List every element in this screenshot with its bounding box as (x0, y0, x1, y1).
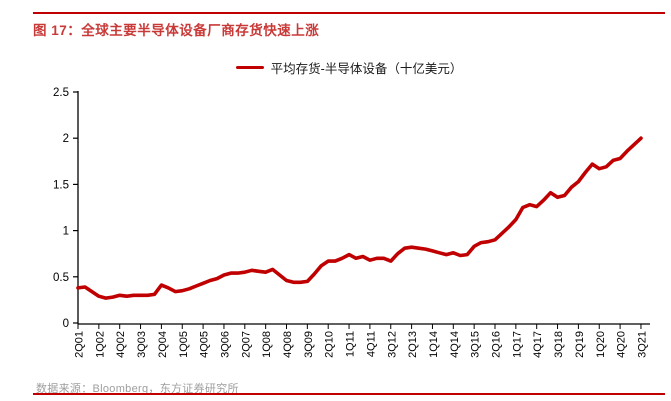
x-tick-label: 1Q08 (261, 331, 273, 358)
y-tick-label: 2.5 (53, 87, 69, 99)
data-source-note: 数据来源：Bloomberg，东方证券研究所 (36, 383, 239, 395)
figure-bottom-rule (33, 393, 665, 395)
x-tick-label: 3Q12 (386, 331, 398, 358)
x-tick-label: 1Q14 (428, 331, 440, 358)
y-tick-label: 0.5 (53, 272, 69, 284)
series-line-avg-inventory (76, 136, 643, 300)
y-tick-label: 1 (63, 226, 69, 238)
x-tick-label: 1Q02 (94, 331, 106, 358)
x-tick-label: 4Q14 (449, 331, 461, 358)
x-tick-label: 3Q15 (470, 331, 482, 358)
x-tick-label: 1Q05 (178, 331, 190, 358)
x-tick-label: 2Q07 (240, 331, 252, 358)
x-tick-label: 2Q13 (407, 331, 419, 358)
x-tick-label: 4Q17 (532, 331, 544, 358)
x-tick-label: 1Q20 (595, 331, 607, 358)
x-tick-label: 4Q20 (616, 331, 628, 358)
chart-legend: 平均存货-半导体设备（十亿美元） (33, 58, 665, 77)
x-tick-label: 1Q17 (511, 331, 523, 358)
x-tick-label: 2Q10 (324, 331, 336, 358)
x-tick-label: 3Q21 (636, 331, 648, 358)
x-tick-label: 3Q18 (553, 331, 565, 358)
figure-title: 图 17：全球主要半导体设备厂商存货快速上涨 (33, 23, 320, 38)
y-tick-label: 2 (63, 133, 69, 145)
x-tick-label: 4Q11 (365, 331, 377, 357)
legend-line-swatch (235, 65, 264, 70)
x-tick-label: 1Q11 (345, 331, 357, 357)
y-tick-label: 1.5 (53, 179, 69, 191)
x-tick-label: 2Q19 (574, 331, 586, 358)
x-tick-label: 3Q09 (303, 331, 315, 358)
x-tick-label: 3Q06 (219, 331, 231, 358)
x-tick-label: 4Q08 (282, 331, 294, 358)
legend-label: 平均存货-半导体设备（十亿美元） (270, 62, 463, 76)
x-tick-label: 4Q02 (115, 331, 127, 358)
x-tick-label: 2Q04 (157, 331, 169, 358)
y-tick-label: 0 (63, 318, 69, 330)
figure-top-rule (33, 12, 665, 14)
x-tick-label: 3Q03 (136, 331, 148, 358)
x-tick-label: 2Q16 (491, 331, 503, 358)
x-tick-label: 4Q05 (199, 331, 211, 358)
x-tick-label: 2Q01 (74, 331, 86, 358)
